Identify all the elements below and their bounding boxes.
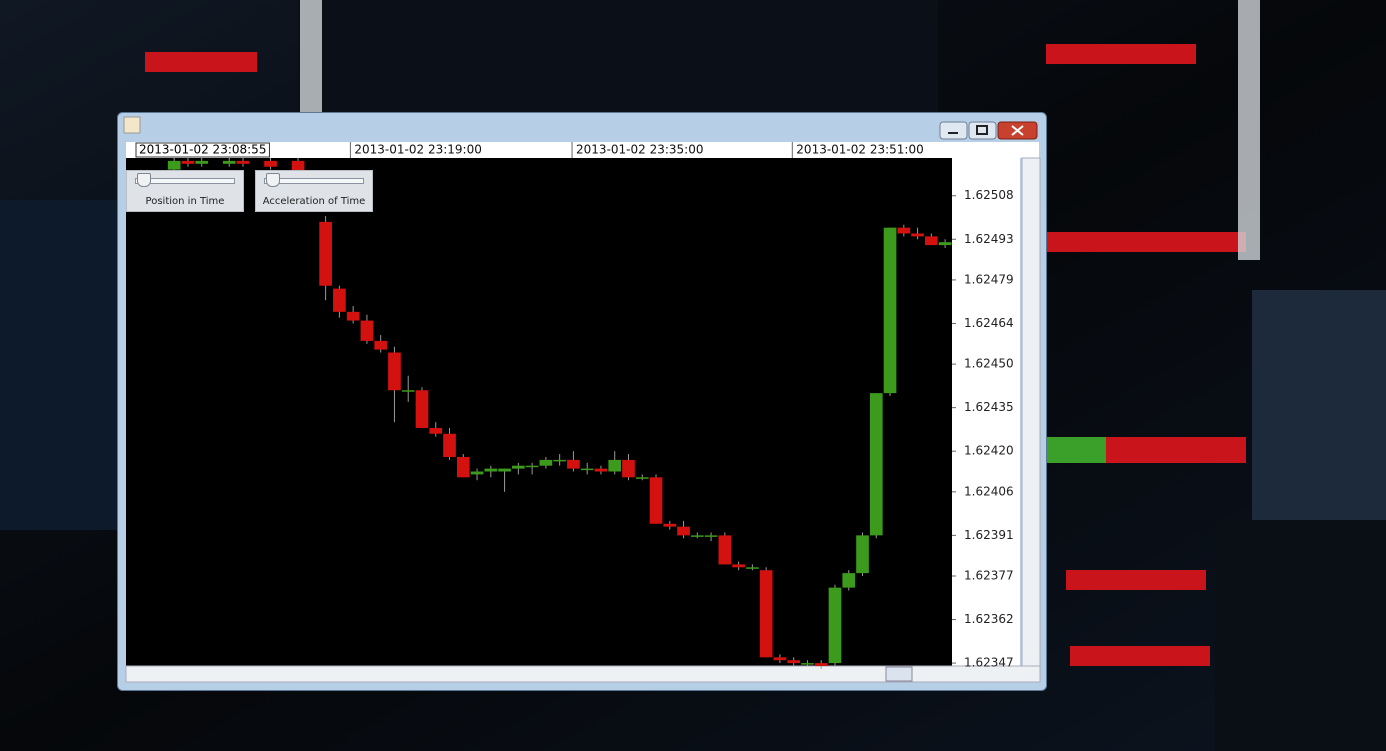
candle-body	[773, 657, 787, 661]
y-tick-label: 1.62464	[964, 316, 1014, 330]
candle-body	[925, 236, 938, 246]
candle-body	[580, 468, 594, 471]
candle-body	[814, 663, 828, 666]
candle-body	[498, 468, 511, 472]
candle-body	[635, 477, 649, 479]
y-tick-label: 1.62347	[964, 656, 1014, 670]
candle-body	[883, 227, 897, 394]
candle-body	[704, 535, 718, 537]
candle-body	[319, 221, 332, 286]
candle-body	[333, 288, 346, 312]
candle-body	[167, 160, 181, 170]
cursor-label-box	[135, 142, 270, 158]
y-tick-label: 1.62493	[964, 232, 1014, 246]
candle-body	[594, 468, 608, 472]
candle-body	[828, 587, 842, 664]
candle-body	[512, 465, 525, 469]
y-tick-label: 1.62479	[964, 272, 1014, 286]
candle-body	[553, 459, 566, 462]
plot-area	[126, 158, 952, 666]
y-tick-label: 1.62435	[964, 400, 1014, 414]
candle-body	[856, 535, 869, 574]
candle-body	[456, 456, 470, 478]
candle-body	[911, 233, 924, 237]
candle-body	[897, 227, 911, 234]
candle-body	[195, 160, 209, 164]
y-tick-label: 1.62362	[964, 612, 1014, 626]
vertical-scrollbar[interactable]	[1021, 157, 1041, 667]
candle-body	[236, 160, 250, 164]
candle-body	[222, 160, 236, 164]
slider-label: Acceleration of Time	[262, 196, 366, 207]
x-tick-label: 2013-01-02 23:51:00	[796, 143, 923, 157]
y-tick-label: 1.62406	[964, 484, 1014, 498]
acceleration-slider[interactable]: Acceleration of Time	[255, 170, 373, 212]
candle-body	[374, 340, 388, 350]
candle-body	[869, 393, 883, 536]
y-tick-label: 1.62391	[964, 528, 1014, 542]
candle-body	[746, 567, 759, 569]
candle-body	[388, 352, 401, 391]
candle-body	[759, 570, 773, 658]
candle-body	[608, 459, 622, 472]
candle-body	[470, 471, 484, 475]
candle-body	[663, 523, 677, 527]
position-slider[interactable]: Position in Time	[126, 170, 244, 212]
chart: 1.62508 1.62493 1.62479 1.62464 1.62450 1.624…	[125, 142, 1041, 683]
x-tick-label: 2013-01-02 23:35:00	[576, 143, 703, 157]
candle-body	[622, 459, 635, 478]
y-tick-label: 1.62420	[964, 444, 1014, 458]
candle-body	[801, 663, 814, 665]
candle-body	[346, 311, 360, 321]
candle-body	[842, 573, 856, 588]
candle-body	[360, 320, 374, 341]
candle-body	[787, 660, 801, 664]
candle-body	[401, 390, 415, 392]
horizontal-scrollbar[interactable]	[125, 665, 1041, 683]
candle-body	[718, 535, 732, 565]
maximize-button[interactable]	[968, 121, 997, 140]
candle-body	[484, 468, 498, 472]
candle-body	[732, 564, 745, 568]
y-tick-label: 1.62450	[964, 357, 1014, 371]
candle-body	[649, 477, 663, 524]
candle-body	[443, 433, 456, 457]
candle-body	[690, 535, 704, 537]
candle-body	[539, 459, 553, 466]
minimize-button[interactable]	[939, 121, 968, 140]
candle-body	[525, 465, 539, 468]
candle-body	[415, 390, 429, 428]
cursor-time-label: 2013-01-02 23:08:55	[139, 143, 266, 157]
candle-body	[938, 242, 952, 246]
candle-body	[429, 427, 443, 434]
y-tick-label: 1.62377	[964, 569, 1014, 583]
candle-body	[181, 160, 195, 164]
y-tick-label: 1.62508	[964, 188, 1014, 202]
candle-body	[291, 160, 305, 173]
slider-label: Position in Time	[145, 196, 225, 207]
x-tick-label: 2013-01-02 23:19:00	[354, 143, 481, 157]
candle-body	[677, 526, 690, 536]
candle-body	[567, 459, 580, 469]
candle-body	[264, 160, 277, 167]
